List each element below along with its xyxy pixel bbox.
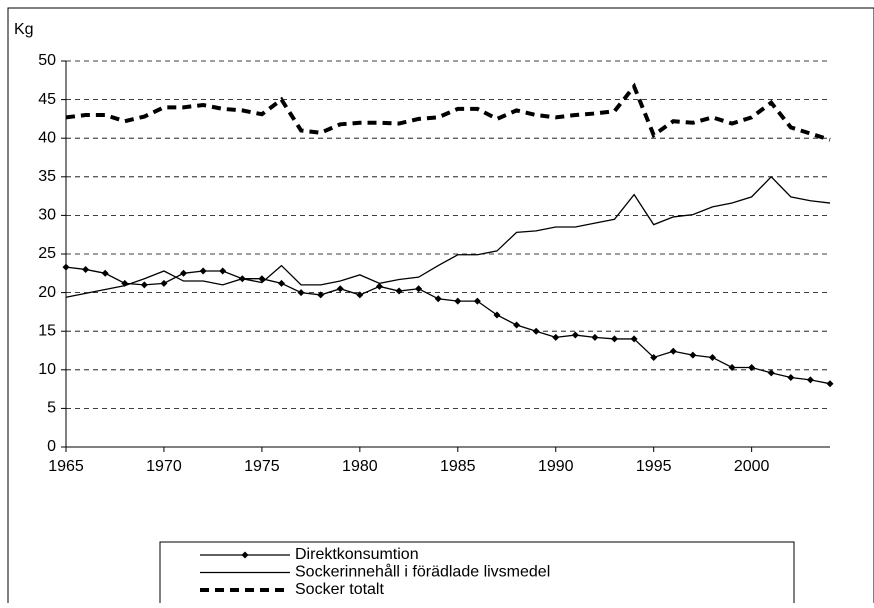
point-marker (473, 297, 481, 305)
point-marker (415, 285, 423, 293)
point-marker (571, 331, 579, 339)
y-tick-label: 25 (38, 245, 56, 262)
y-tick-label: 15 (38, 322, 56, 339)
point-marker (669, 347, 677, 355)
legend-marker (241, 551, 249, 559)
x-tick-label: 1965 (48, 458, 84, 475)
point-marker (375, 282, 383, 290)
x-tick-label: 1995 (636, 458, 672, 475)
point-marker (317, 291, 325, 299)
point-marker (82, 265, 90, 273)
x-tick-label: 1990 (538, 458, 574, 475)
point-marker (826, 380, 834, 388)
point-marker (611, 335, 619, 343)
y-tick-label: 50 (38, 52, 56, 69)
legend-box (159, 541, 795, 608)
y-tick-label: 35 (38, 168, 56, 185)
point-marker (62, 263, 70, 271)
y-tick-label: 30 (38, 207, 56, 224)
point-marker (728, 363, 736, 371)
point-marker (513, 321, 521, 329)
legend-label: Socker totalt (295, 581, 384, 598)
point-marker (767, 369, 775, 377)
x-tick-label: 1980 (342, 458, 378, 475)
x-tick-label: 1970 (146, 458, 182, 475)
series-line (65, 266, 831, 385)
series-line (65, 175, 831, 298)
y-tick-label: 40 (38, 129, 56, 146)
point-marker (434, 295, 442, 303)
point-marker (199, 267, 207, 275)
point-marker (591, 333, 599, 341)
x-tick-label: 1975 (244, 458, 280, 475)
point-marker (454, 297, 462, 305)
y-tick-label: 45 (38, 91, 56, 108)
y-tick-label: 5 (47, 400, 56, 417)
point-marker (277, 279, 285, 287)
point-marker (650, 353, 658, 361)
point-marker (160, 279, 168, 287)
x-tick-label: 2000 (734, 458, 770, 475)
point-marker (395, 287, 403, 295)
point-marker (297, 289, 305, 297)
point-marker (180, 269, 188, 277)
point-marker (787, 374, 795, 382)
point-marker (336, 285, 344, 293)
series-line (65, 82, 831, 142)
point-marker (101, 269, 109, 277)
point-marker (532, 327, 540, 335)
frame (7, 7, 874, 608)
legend-label: Direktkonsumtion (295, 546, 419, 563)
point-marker (493, 311, 501, 319)
point-marker (219, 267, 227, 275)
y-tick-label: 0 (47, 438, 56, 455)
point-marker (806, 376, 814, 384)
point-marker (708, 353, 716, 361)
y-tick-label: 20 (38, 284, 56, 301)
y-axis-label: Kg (14, 21, 34, 38)
y-tick-label: 10 (38, 361, 56, 378)
point-marker (140, 281, 148, 289)
point-marker (748, 363, 756, 371)
x-tick-label: 1985 (440, 458, 476, 475)
point-marker (552, 333, 560, 341)
legend-label: Sockerinnehåll i förädlade livsmedel (295, 563, 550, 581)
point-marker (689, 351, 697, 359)
point-marker (630, 335, 638, 343)
point-marker (356, 291, 364, 299)
